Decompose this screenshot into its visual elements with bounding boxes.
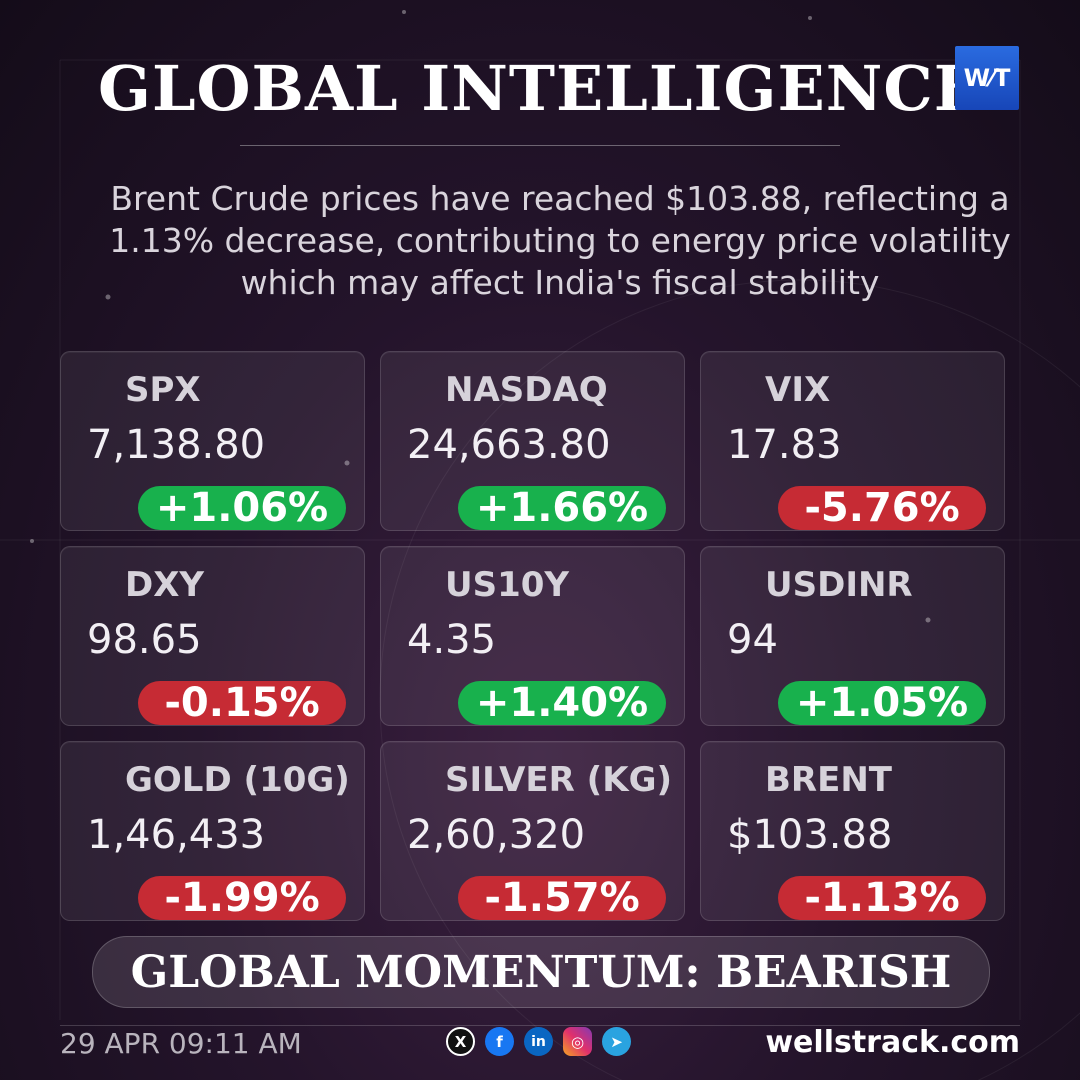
change-badge: +1.40% [458,680,666,726]
facebook-icon[interactable]: f [485,1027,514,1056]
change-badge: +1.66% [458,485,666,531]
instagram-icon[interactable]: ◎ [563,1027,592,1056]
website-link[interactable]: wellstrack.com [765,1025,1020,1060]
market-tile: SILVER (KG) 2,60,320 -1.57% [380,741,685,921]
tile-symbol: USDINR [765,565,913,605]
tile-value: 7,138.80 [87,422,266,468]
change-badge: +1.05% [778,680,986,726]
telegram-icon[interactable]: ➤ [602,1027,631,1056]
market-tile: US10Y 4.35 +1.40% [380,546,685,726]
change-badge: -0.15% [138,680,346,726]
change-badge: +1.06% [138,485,346,531]
momentum-banner: GLOBAL MOMENTUM: BEARISH [92,936,990,1008]
market-grid: SPX 7,138.80 +1.06% NASDAQ 24,663.80 +1.66% VI… [60,351,1005,921]
market-tile: NASDAQ 24,663.80 +1.66% [380,351,685,531]
headline-text: Brent Crude prices have reached $103.88,… [109,179,1011,302]
market-tile: SPX 7,138.80 +1.06% [60,351,365,531]
tile-symbol: VIX [765,370,831,410]
page-title: GLOBAL INTELLIGENCE [98,52,982,125]
market-tile: BRENT $103.88 -1.13% [700,741,1005,921]
tile-symbol: US10Y [445,565,570,605]
tile-value: 94 [727,617,778,663]
x-icon[interactable]: X [446,1027,475,1056]
tile-value: 2,60,320 [407,812,586,858]
tile-value: 4.35 [407,617,497,663]
change-badge: -5.76% [778,485,986,531]
market-tile: GOLD (10G) 1,46,433 -1.99% [60,741,365,921]
tile-symbol: SILVER (KG) [445,760,673,800]
tile-symbol: SPX [125,370,201,410]
tile-value: $103.88 [727,812,893,858]
tile-value: 24,663.80 [407,422,611,468]
tile-value: 98.65 [87,617,202,663]
footer-divider [60,1025,1020,1026]
market-tile: USDINR 94 +1.05% [700,546,1005,726]
linkedin-icon[interactable]: in [524,1027,553,1056]
change-badge: -1.99% [138,875,346,921]
title-divider [240,145,840,146]
tile-value: 17.83 [727,422,842,468]
market-tile: DXY 98.65 -0.15% [60,546,365,726]
change-badge: -1.57% [458,875,666,921]
brand-logo[interactable]: W⁄T [955,46,1019,110]
tile-value: 1,46,433 [87,812,266,858]
timestamp: 29 APR 09:11 AM [60,1027,302,1060]
tile-symbol: GOLD (10G) [125,760,350,800]
tile-symbol: NASDAQ [445,370,608,410]
change-badge: -1.13% [778,875,986,921]
tile-symbol: DXY [125,565,205,605]
market-tile: VIX 17.83 -5.76% [700,351,1005,531]
tile-symbol: BRENT [765,760,892,800]
